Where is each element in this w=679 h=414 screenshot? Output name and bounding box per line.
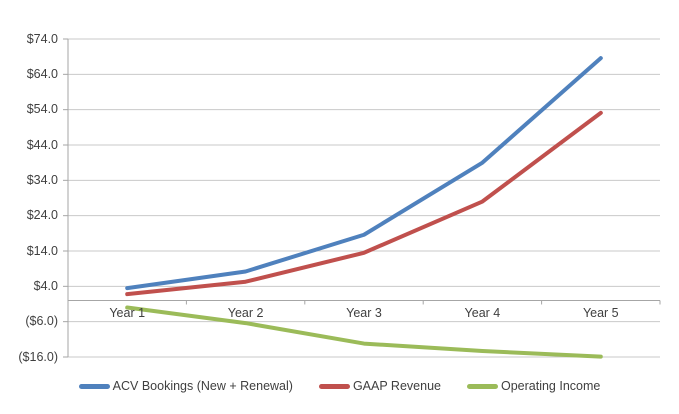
y-axis-tick-label: $74.0: [26, 31, 58, 46]
y-axis-tick-label: $34.0: [26, 172, 58, 187]
y-axis-tick-label: $64.0: [26, 66, 58, 81]
x-axis-category-label: Year 2: [227, 306, 264, 321]
legend: ACV Bookings (New + Renewal) GAAP Revenue…: [0, 379, 679, 394]
legend-line-sample: [466, 384, 498, 389]
x-axis-category-label: Year 4: [464, 306, 501, 321]
legend-label: ACV Bookings (New + Renewal): [112, 379, 293, 393]
legend-label: Operating Income: [500, 379, 601, 393]
legend-line-sample: [318, 384, 350, 389]
y-axis-tick-label: ($16.0): [18, 349, 58, 364]
y-axis-tick-label: ($6.0): [25, 314, 58, 329]
legend-line-sample: [78, 384, 110, 389]
series-lines: [125, 56, 603, 359]
legend-entry: ACV Bookings (New + Renewal): [78, 379, 293, 394]
y-axis-tick-label: $24.0: [26, 208, 58, 223]
x-axis-category-label: Year 3: [346, 306, 382, 321]
x-axis-category-label: Year 5: [582, 306, 619, 321]
legend-entry: Operating Income: [466, 379, 601, 394]
legend-label: GAAP Revenue: [352, 379, 441, 393]
legend-entry: GAAP Revenue: [318, 379, 441, 394]
gridlines: [68, 38, 660, 358]
y-axis-tick-label: $14.0: [26, 243, 58, 258]
y-axis-tick-label: $4.0: [33, 278, 58, 293]
y-axis-tick-label: $44.0: [26, 137, 58, 152]
x-axis-category-label: Year 1: [109, 306, 146, 321]
y-axis-tick-label: $54.0: [26, 102, 58, 117]
axes: [63, 38, 661, 358]
